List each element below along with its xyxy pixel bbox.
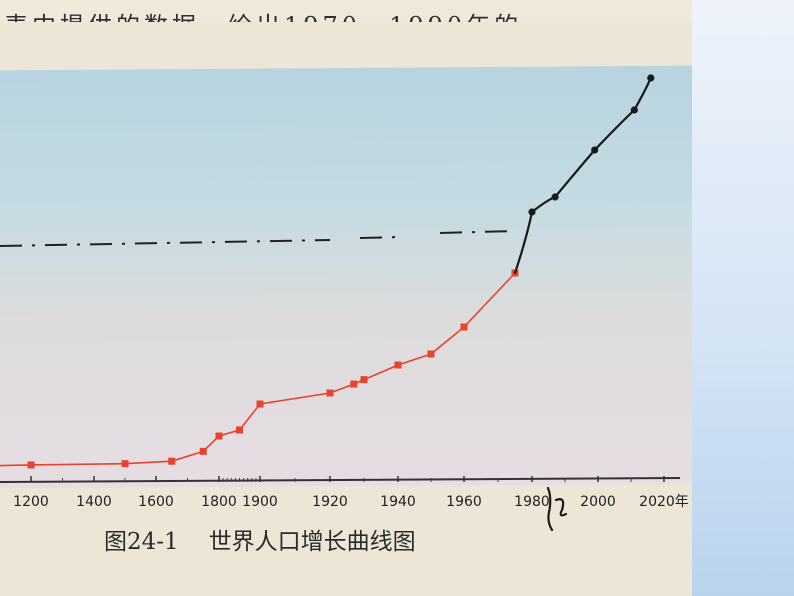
printed-series-point (121, 460, 129, 468)
handdrawn-series-point (551, 193, 559, 201)
x-tick-label: 1800 (201, 494, 237, 510)
figure-caption: 图24-1 世界人口增长曲线图 (104, 522, 416, 556)
x-tick-label: 1940 (380, 494, 416, 510)
handdrawn-series (513, 74, 655, 532)
x-tick-label: 1980 (514, 494, 550, 510)
printed-series-point (215, 432, 223, 440)
dash-dot-line (0, 230, 516, 247)
printed-series-point (460, 323, 468, 331)
x-axis: 1200 1400 1600 1800 1900 1920 1940 1960 1980 2000… (0, 476, 689, 510)
photo-page: 表中提供的数据，绘出1970—1990年的 1200 1400 1600 1800 19… (0, 0, 692, 596)
printed-series-point (236, 426, 243, 434)
x-tick-label: 1920 (312, 494, 348, 510)
printed-series-point (27, 461, 35, 469)
printed-series-point (360, 376, 368, 384)
printed-series-point (168, 457, 176, 465)
x-tick-label: 1600 (138, 494, 174, 510)
figure-title: 世界人口增长曲线图 (208, 529, 416, 555)
printed-series (0, 269, 519, 469)
x-tick-label: 2000 (580, 494, 616, 510)
x-tick-label: 1960 (446, 494, 482, 510)
printed-series-point (199, 447, 207, 455)
header-text: 表中提供的数据，绘出1970—1990年的 (0, 0, 692, 22)
printed-series-point (427, 350, 435, 358)
x-tick-label: 1400 (76, 494, 112, 510)
printed-series-point (350, 380, 358, 388)
handwritten-mark (546, 486, 568, 532)
handdrawn-series-point (630, 106, 638, 114)
x-axis-line (0, 477, 681, 483)
handdrawn-series-point (647, 74, 655, 82)
handdrawn-series-point (528, 208, 536, 216)
printed-series-line (0, 272, 516, 467)
population-chart: 1200 1400 1600 1800 1900 1920 1940 1960 1980 2000… (0, 74, 689, 532)
handdrawn-series-point (591, 146, 599, 154)
x-tick-label: 2020年 (639, 494, 689, 510)
x-tick-label: 1900 (242, 494, 278, 510)
printed-series-point (256, 400, 264, 408)
printed-series-point (326, 389, 334, 397)
figure-number: 图24-1 (104, 529, 179, 555)
x-tick-label: 1200 (13, 494, 49, 510)
printed-series-point (394, 361, 402, 369)
handdrawn-series-line (513, 76, 652, 275)
dash-dot-line-path (0, 230, 516, 247)
